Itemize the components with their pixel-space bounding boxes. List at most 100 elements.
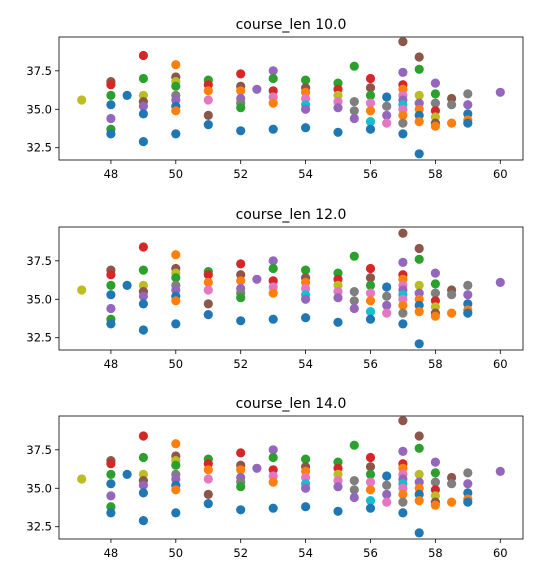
scatter-point	[106, 280, 116, 290]
scatter-point	[301, 502, 311, 512]
scatter-point	[138, 265, 148, 275]
axes-frame	[58, 226, 524, 351]
y-tick-label: 37.5	[26, 254, 52, 268]
scatter-point	[398, 497, 408, 507]
scatter-point	[236, 505, 246, 515]
scatter-point	[138, 109, 148, 119]
x-tick-label: 52	[233, 357, 248, 371]
x-tick-label: 48	[104, 167, 119, 181]
scatter-point	[138, 488, 148, 498]
scatter-point	[382, 92, 392, 102]
scatter-point	[382, 300, 392, 310]
x-tick-label: 56	[363, 546, 378, 560]
scatter-point	[171, 508, 181, 518]
scatter-point	[382, 497, 392, 507]
scatter-point	[138, 299, 148, 309]
y-tick-label: 37.5	[26, 443, 52, 457]
scatter-point	[365, 496, 376, 506]
scatter-point	[106, 290, 116, 300]
scatter-point	[203, 120, 213, 130]
scatter-point	[268, 288, 278, 298]
scatter-point	[333, 293, 343, 303]
scatter-point	[398, 489, 408, 499]
scatter-point	[333, 482, 343, 492]
scatter-point	[382, 489, 392, 499]
x-tick-label: 58	[428, 546, 443, 560]
scatter-point	[171, 106, 181, 116]
panel-title: course_len 14.0	[236, 396, 347, 412]
scatter-point	[365, 124, 376, 134]
scatter-point	[349, 251, 359, 261]
scatter-point	[398, 118, 408, 128]
scatter-point	[106, 303, 116, 314]
scatter-point	[463, 479, 473, 489]
scatter-point	[430, 288, 440, 298]
scatter-point	[171, 129, 181, 139]
scatter-point	[495, 277, 505, 287]
x-tick-label: 60	[493, 546, 508, 560]
scatter-point	[171, 273, 181, 283]
scatter-point	[236, 293, 246, 303]
scatter-point	[236, 86, 246, 96]
scatter-point	[106, 129, 116, 139]
x-tick-label: 48	[104, 546, 119, 560]
scatter-point	[333, 103, 343, 113]
scatter-point	[252, 463, 262, 473]
scatter-point	[268, 98, 278, 108]
scatter-point	[447, 497, 457, 507]
scatter-point	[77, 285, 87, 295]
scatter-point	[333, 317, 343, 327]
scatter-point	[365, 288, 376, 298]
x-tick-label: 58	[428, 357, 443, 371]
scatter-point	[171, 250, 181, 260]
scatter-point	[365, 462, 376, 472]
x-tick-label: 50	[168, 357, 183, 371]
scatter-point	[349, 97, 359, 107]
scatter-point	[301, 454, 311, 464]
scatter-point	[398, 416, 408, 426]
panel-title: course_len 12.0	[236, 207, 347, 223]
scatter-point	[236, 276, 246, 286]
scatter-point	[414, 469, 424, 479]
scatter-point	[268, 314, 278, 324]
x-tick-label: 48	[104, 357, 119, 371]
scatter-point	[349, 492, 359, 503]
scatter-point	[398, 110, 408, 120]
scatter-point	[349, 296, 359, 306]
scatter-point	[122, 469, 132, 479]
scatter-point	[203, 270, 213, 280]
y-tick-label: 35.0	[26, 481, 52, 495]
scatter-point	[447, 118, 457, 128]
scatter-point	[106, 459, 116, 469]
scatter-point	[398, 319, 408, 329]
scatter-point	[77, 95, 87, 105]
x-tick-label: 58	[428, 167, 443, 181]
scatter-point	[203, 299, 213, 309]
x-tick-label: 60	[493, 167, 508, 181]
scatter-point	[106, 270, 116, 280]
scatter-point	[447, 308, 457, 318]
x-tick-label: 52	[233, 546, 248, 560]
scatter-point	[106, 80, 116, 90]
scatter-point	[495, 87, 505, 97]
scatter-point	[268, 73, 278, 84]
scatter-point	[365, 73, 376, 84]
scatter-point	[349, 287, 359, 297]
scatter-point	[463, 100, 473, 110]
scatter-point	[349, 476, 359, 486]
scatter-point	[382, 110, 392, 120]
scatter-point	[365, 477, 376, 487]
scatter-point	[414, 117, 424, 127]
scatter-point	[398, 228, 408, 238]
scatter-point	[236, 482, 246, 492]
scatter-point	[398, 67, 408, 77]
scatter-point	[414, 339, 424, 349]
scatter-point	[365, 314, 376, 324]
scatter-point	[463, 497, 473, 507]
scatter-point	[463, 468, 473, 478]
y-tick-label: 37.5	[26, 64, 52, 78]
scatter-point	[398, 37, 408, 47]
scatter-point	[203, 110, 213, 120]
scatter-point	[138, 325, 148, 335]
